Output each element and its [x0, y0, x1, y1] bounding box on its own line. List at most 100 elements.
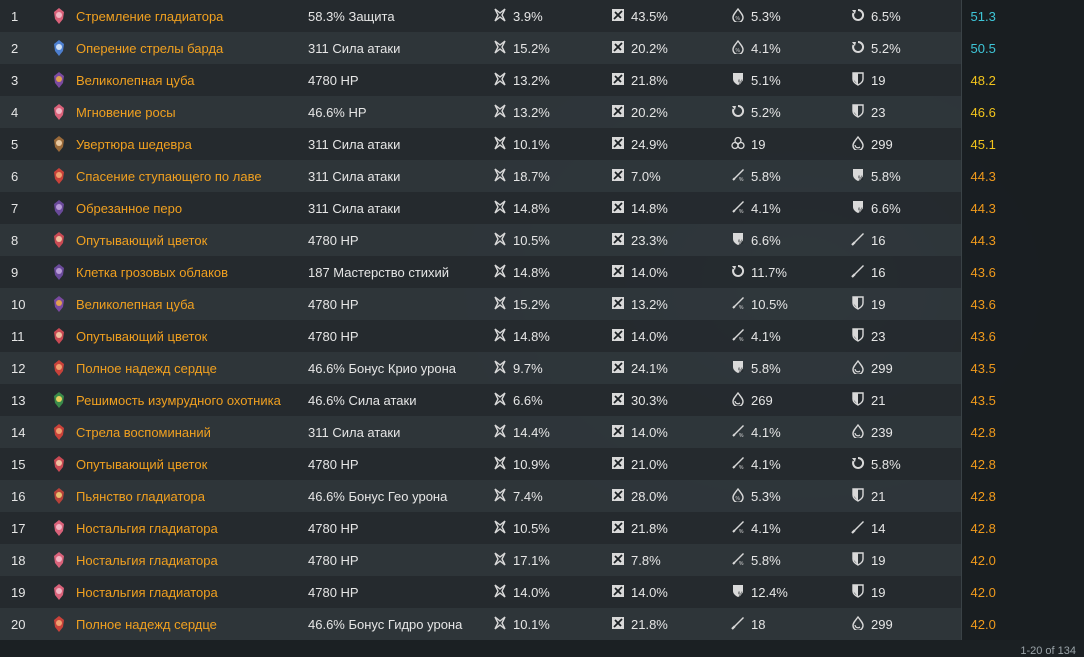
- svg-text:%: %: [739, 529, 744, 534]
- artifact-name[interactable]: Спасение ступающего по лаве: [76, 160, 308, 192]
- table-row[interactable]: 4 Мгновение росы 46.6% HP 13.2% 20.2% 5.2% 23 4…: [0, 96, 1084, 128]
- table-row[interactable]: 20 Полное надежд сердце 46.6% Бонус Гидро …: [0, 608, 1084, 640]
- substat-value: 14.0%: [631, 585, 668, 600]
- artifact-name[interactable]: Клетка грозовых облаков: [76, 256, 308, 288]
- svg-text:%: %: [739, 465, 744, 470]
- def-percent-icon: %: [731, 360, 745, 374]
- hp-shield-icon: [851, 72, 865, 86]
- table-row[interactable]: 19 Ностальгия гладиатора 4780 HP 14.0% 14.0%…: [0, 576, 1084, 608]
- artifact-name[interactable]: Опутывающий цветок: [76, 448, 308, 480]
- substat-value: 5.2%: [751, 105, 781, 120]
- artifact-icon: [42, 256, 76, 288]
- row-padding: [1023, 320, 1084, 352]
- artifact-name[interactable]: Ностальгия гладиатора: [76, 512, 308, 544]
- artifact-name[interactable]: Опутывающий цветок: [76, 320, 308, 352]
- substat-value: 21: [871, 393, 885, 408]
- artifact-name[interactable]: Полное надежд сердце: [76, 352, 308, 384]
- atk-percent-icon: %: [731, 456, 745, 470]
- substat-value: 18: [751, 617, 765, 632]
- row-padding: [1023, 224, 1084, 256]
- table-row[interactable]: 10 Великолепная цуба 4780 HP 15.2% 13.2%% 10.…: [0, 288, 1084, 320]
- row-padding: [1023, 160, 1084, 192]
- substat: 21.8%: [611, 64, 731, 96]
- substat: 21: [851, 480, 961, 512]
- artifact-name[interactable]: Полное надежд сердце: [76, 608, 308, 640]
- substat-value: 16: [871, 265, 885, 280]
- main-stat: 4780 HP: [308, 448, 493, 480]
- artifact-name[interactable]: Ностальгия гладиатора: [76, 544, 308, 576]
- main-stat: 46.6% Сила атаки: [308, 384, 493, 416]
- table-row[interactable]: 16 Пьянство гладиатора 46.6% Бонус Гео уро…: [0, 480, 1084, 512]
- artifact-name[interactable]: Оперение стрелы барда: [76, 32, 308, 64]
- artifact-icon: [42, 384, 76, 416]
- score-value: 51.3: [961, 0, 1023, 32]
- artifact-name[interactable]: Пьянство гладиатора: [76, 480, 308, 512]
- artifact-table: 1 Стремление гладиатора 58.3% Защита 3.9% 43…: [0, 0, 1084, 640]
- table-row[interactable]: 17 Ностальгия гладиатора 4780 HP 10.5% 21.8%…: [0, 512, 1084, 544]
- table-row[interactable]: 2 Оперение стрелы барда 311 Сила атаки 15.2…: [0, 32, 1084, 64]
- table-row[interactable]: 12 Полное надежд сердце 46.6% Бонус Крио у…: [0, 352, 1084, 384]
- substat-value: 10.1%: [513, 137, 550, 152]
- artifact-name[interactable]: Обрезанное перо: [76, 192, 308, 224]
- artifact-name[interactable]: Стремление гладиатора: [76, 0, 308, 32]
- artifact-name[interactable]: Ностальгия гладиатора: [76, 576, 308, 608]
- table-row[interactable]: 18 Ностальгия гладиатора 4780 HP 17.1% 7.8%%…: [0, 544, 1084, 576]
- crit-dmg-icon: [611, 488, 625, 502]
- substat: % 6.6%: [851, 192, 961, 224]
- row-padding: [1023, 256, 1084, 288]
- substat-value: 5.8%: [871, 169, 901, 184]
- rank-number: 19: [0, 576, 42, 608]
- artifact-name[interactable]: Решимость изумрудного охотника: [76, 384, 308, 416]
- substat-value: 19: [751, 137, 765, 152]
- substat-value: 12.4%: [751, 585, 788, 600]
- substat: 20.2%: [611, 32, 731, 64]
- table-row[interactable]: 6 Спасение ступающего по лаве 311 Сила ата…: [0, 160, 1084, 192]
- substat-value: 20.2%: [631, 41, 668, 56]
- substat-value: 11.7%: [751, 265, 787, 280]
- artifact-icon: [42, 32, 76, 64]
- artifact-name[interactable]: Опутывающий цветок: [76, 224, 308, 256]
- elemental-mastery-icon: [731, 136, 745, 150]
- table-row[interactable]: 1 Стремление гладиатора 58.3% Защита 3.9% 43…: [0, 0, 1084, 32]
- substat: 18.7%: [493, 160, 611, 192]
- row-padding: [1023, 512, 1084, 544]
- artifact-name[interactable]: Стрела воспоминаний: [76, 416, 308, 448]
- table-row[interactable]: 14 Стрела воспоминаний 311 Сила атаки 14.4%…: [0, 416, 1084, 448]
- hp-shield-icon: [851, 328, 865, 342]
- row-padding: [1023, 448, 1084, 480]
- table-row[interactable]: 9 Клетка грозовых облаков 187 Мастерство с…: [0, 256, 1084, 288]
- artifact-name[interactable]: Великолепная цуба: [76, 64, 308, 96]
- crit-rate-icon: [493, 424, 507, 438]
- atk-flat-icon: [851, 232, 865, 246]
- score-value: 42.0: [961, 544, 1023, 576]
- substat: 16: [851, 256, 961, 288]
- substat-value: 7.4%: [513, 489, 543, 504]
- artifact-name[interactable]: Мгновение росы: [76, 96, 308, 128]
- substat: 24.9%: [611, 128, 731, 160]
- rank-number: 15: [0, 448, 42, 480]
- substat-value: 4.1%: [751, 521, 781, 536]
- table-row[interactable]: 13 Решимость изумрудного охотника 46.6% Си…: [0, 384, 1084, 416]
- artifact-name[interactable]: Увертюра шедевра: [76, 128, 308, 160]
- substat: 7.0%: [611, 160, 731, 192]
- substat-value: 10.9%: [513, 457, 550, 472]
- substat-value: 299: [871, 137, 893, 152]
- table-row[interactable]: 7 Обрезанное перо 311 Сила атаки 14.8% 14.8%…: [0, 192, 1084, 224]
- table-row[interactable]: 8 Опутывающий цветок 4780 HP 10.5% 23.3%% 6.6…: [0, 224, 1084, 256]
- artifact-name[interactable]: Великолепная цуба: [76, 288, 308, 320]
- def-percent-icon: %: [731, 232, 745, 246]
- table-row[interactable]: 5 Увертюра шедевра 311 Сила атаки 10.1% 24.9…: [0, 128, 1084, 160]
- substat-value: 16: [871, 233, 885, 248]
- recharge-icon: [851, 40, 865, 54]
- substat: 11.7%: [731, 256, 851, 288]
- substat: 13.2%: [611, 288, 731, 320]
- table-row[interactable]: 15 Опутывающий цветок 4780 HP 10.9% 21.0%% 4.…: [0, 448, 1084, 480]
- table-row[interactable]: 3 Великолепная цуба 4780 HP 13.2% 21.8%% 5.1%…: [0, 64, 1084, 96]
- hp-shield-icon: [851, 296, 865, 310]
- artifact-icon: [42, 288, 76, 320]
- score-value: 44.3: [961, 224, 1023, 256]
- substat-value: 299: [871, 617, 893, 632]
- crit-dmg-icon: [611, 616, 625, 630]
- table-row[interactable]: 11 Опутывающий цветок 4780 HP 14.8% 14.0%% 4.…: [0, 320, 1084, 352]
- artifact-icon: [42, 160, 76, 192]
